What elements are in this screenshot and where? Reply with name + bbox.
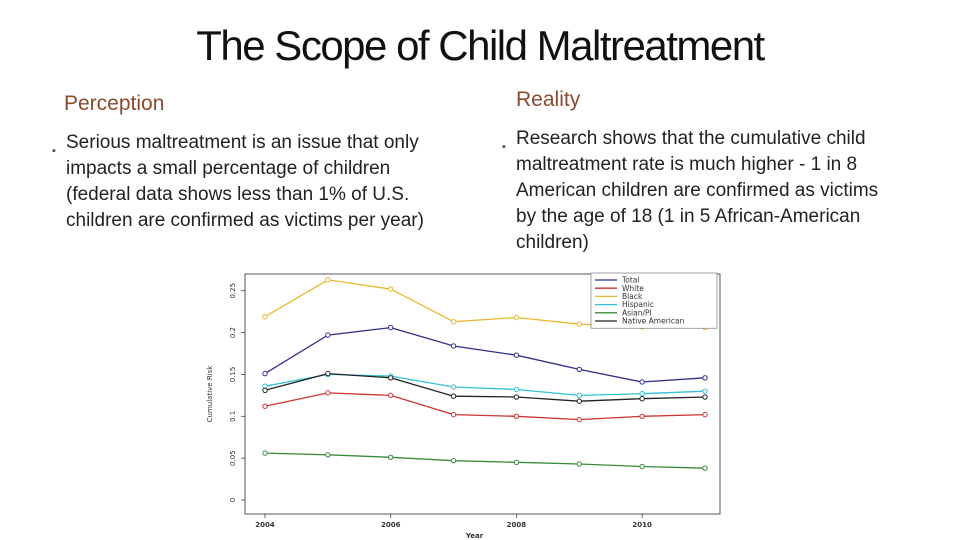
y-axis-label: Cumulative Risk xyxy=(206,365,214,423)
data-point xyxy=(639,463,645,470)
data-point xyxy=(513,386,520,393)
data-point xyxy=(450,384,457,390)
data-point xyxy=(702,465,708,471)
chart-axes: 0 0.05 0.1 0.15 0.2 0.25 2004 2006 2008 2010 Cumul… xyxy=(206,273,721,540)
plot-frame xyxy=(244,273,721,515)
data-point xyxy=(325,370,331,377)
y-tick-label: 0.05 xyxy=(229,450,237,466)
data-point xyxy=(702,394,708,400)
data-point xyxy=(639,379,645,385)
data-point xyxy=(388,375,394,381)
data-point xyxy=(576,461,582,467)
legend-label: Native American xyxy=(622,317,685,326)
data-point xyxy=(325,332,331,338)
data-point xyxy=(262,370,268,377)
data-point xyxy=(576,321,582,327)
data-point xyxy=(325,390,331,396)
bullet-marker: ▪ xyxy=(52,145,56,157)
x-axis-label: Year xyxy=(465,532,484,540)
series-line-native-american xyxy=(264,372,706,402)
data-point xyxy=(388,286,394,292)
data-point xyxy=(388,454,394,461)
slide-title: The Scope of Child Maltreatment xyxy=(196,22,765,69)
x-tick-label: 2004 xyxy=(255,521,275,529)
data-point xyxy=(450,393,457,399)
y-tick-label: 0.2 xyxy=(229,327,237,338)
y-tick-label: 0.1 xyxy=(229,411,237,422)
data-point xyxy=(576,392,582,399)
data-point xyxy=(639,390,645,397)
data-point xyxy=(513,314,520,321)
data-point xyxy=(262,403,268,409)
data-point xyxy=(262,450,268,456)
x-tick-label: 2010 xyxy=(632,521,652,529)
reality-heading: Reality xyxy=(516,88,581,111)
data-point xyxy=(388,392,394,399)
chart-series xyxy=(262,277,708,471)
perception-heading: Perception xyxy=(64,92,165,115)
data-point xyxy=(513,413,520,419)
data-point xyxy=(262,313,268,320)
legend-box xyxy=(590,272,718,329)
data-point xyxy=(576,416,582,423)
y-tick-label: 0.15 xyxy=(229,367,237,383)
x-tick-label: 2008 xyxy=(507,521,527,529)
series-line-total xyxy=(264,326,706,383)
series-line-white xyxy=(264,392,706,421)
legend-label: White xyxy=(622,284,644,293)
y-tick-label: 0 xyxy=(229,498,237,502)
data-point xyxy=(262,387,268,394)
legend-label: Asian/PI xyxy=(622,308,652,317)
data-point xyxy=(325,452,331,458)
cumulative-risk-chart: 0 0.05 0.1 0.15 0.2 0.25 2004 2006 2008 2010 Cumul… xyxy=(200,268,730,540)
data-point xyxy=(513,394,520,400)
data-point xyxy=(450,319,457,325)
data-point xyxy=(639,413,645,419)
data-point xyxy=(639,396,645,402)
data-point xyxy=(702,375,708,381)
data-point xyxy=(513,352,520,358)
legend-label: Black xyxy=(622,292,643,301)
perception-text: Serious maltreatment is an issue that on… xyxy=(66,132,424,231)
data-point xyxy=(576,366,582,373)
series-line-asian-pi xyxy=(264,452,706,469)
bullet-marker: ▪ xyxy=(502,141,506,153)
data-point xyxy=(702,388,708,394)
data-point xyxy=(325,277,331,283)
data-point xyxy=(450,457,457,464)
x-tick-label: 2006 xyxy=(381,521,401,529)
reality-text: Research shows that the cumulative child… xyxy=(516,128,879,253)
data-point xyxy=(450,411,457,418)
data-point xyxy=(450,343,457,349)
legend-label: Hispanic xyxy=(622,300,654,309)
y-tick-label: 0.25 xyxy=(229,283,237,299)
data-point xyxy=(576,398,582,404)
legend-label: Total xyxy=(621,276,640,285)
data-point xyxy=(702,411,708,418)
data-point xyxy=(513,459,520,466)
data-point xyxy=(388,324,394,331)
